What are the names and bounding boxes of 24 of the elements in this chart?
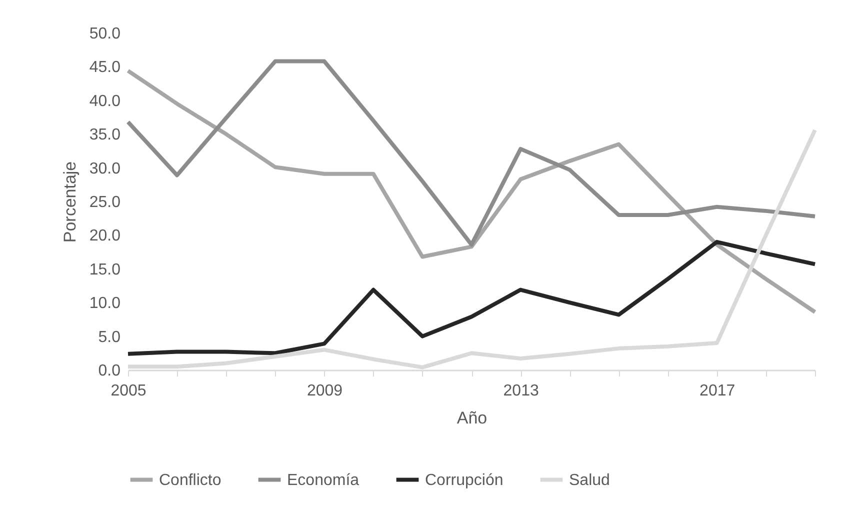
y-tick-label: 30.0 (89, 160, 121, 178)
legend-label: Salud (569, 472, 610, 489)
y-tick-label: 15.0 (89, 261, 121, 278)
x-tick-label: 2017 (700, 382, 736, 400)
x-tick-label: 2013 (503, 382, 539, 400)
x-tick-label: 2005 (110, 382, 146, 400)
y-axis-title: Porcentaje (60, 161, 80, 243)
legend-label: Conflicto (159, 472, 222, 489)
y-tick-label: 45.0 (89, 59, 121, 76)
line-series (126, 68, 817, 314)
y-tick-label: 10.0 (89, 295, 121, 312)
y-tick-label: 40.0 (89, 92, 121, 110)
y-tick-label: 35.0 (89, 126, 121, 144)
y-tick-label: 25.0 (89, 194, 121, 211)
x-tick-label: 2009 (306, 382, 343, 400)
y-tick-label: 0.0 (98, 362, 121, 380)
y-tick-label: 50.0 (89, 26, 121, 42)
legend-label: Economía (287, 472, 360, 489)
x-axis-title: Año (456, 408, 488, 428)
legend-label: Corrupción (425, 472, 504, 489)
line-series (126, 59, 817, 247)
y-tick-label: 20.0 (89, 228, 121, 245)
y-tick-label: 5.0 (98, 328, 121, 346)
line-series (126, 240, 817, 356)
